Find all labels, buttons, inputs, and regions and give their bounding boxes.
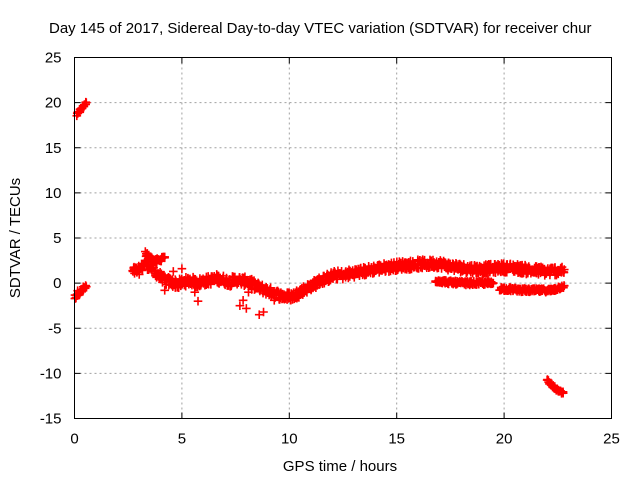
data-point [242, 304, 251, 313]
data-point [247, 285, 257, 294]
chart-title: Day 145 of 2017, Sidereal Day-to-day VTE… [49, 20, 591, 37]
y-tick-label: 20 [45, 95, 62, 112]
data-point [193, 296, 203, 306]
data-point [169, 267, 178, 276]
data-point [559, 281, 569, 291]
data-point [160, 286, 170, 295]
data-point [82, 98, 91, 107]
y-tick-label: 25 [45, 50, 62, 67]
data-point [82, 282, 91, 292]
data-series-sdtvar [70, 97, 569, 398]
axis-ticks [74, 57, 612, 419]
y-tick-label: -5 [48, 320, 61, 337]
gridlines [74, 57, 612, 419]
data-point [174, 283, 183, 292]
y-tick-label: 10 [45, 185, 62, 202]
x-tick-label: 0 [70, 431, 78, 448]
data-point [190, 287, 200, 297]
x-tick-label: 15 [388, 431, 405, 448]
data-point [558, 388, 568, 398]
data-point [489, 278, 498, 288]
data-point [235, 301, 245, 310]
x-axis-label: GPS time / hours [283, 458, 397, 475]
data-point [559, 265, 569, 274]
y-tick-label: 0 [53, 275, 61, 292]
data-point [266, 283, 275, 293]
y-tick-label: 5 [53, 230, 61, 247]
data-point [238, 295, 248, 305]
tick-labels: 0 5 10 15 20 25 -15 -10 -5 0 5 10 15 20 25 [40, 50, 620, 448]
y-axis-label: SDTVAR / TECUs [7, 178, 24, 298]
data-point [177, 264, 187, 273]
data-point [206, 280, 216, 289]
data-point [259, 307, 268, 317]
x-tick-label: 25 [603, 431, 620, 448]
y-tick-label: -15 [40, 411, 62, 428]
data-point [269, 295, 279, 305]
x-tick-label: 5 [178, 431, 186, 448]
x-tick-label: 20 [496, 431, 513, 448]
y-tick-label: -10 [40, 365, 62, 382]
y-tick-label: 15 [45, 140, 62, 157]
data-point [160, 252, 170, 262]
x-tick-label: 10 [281, 431, 298, 448]
